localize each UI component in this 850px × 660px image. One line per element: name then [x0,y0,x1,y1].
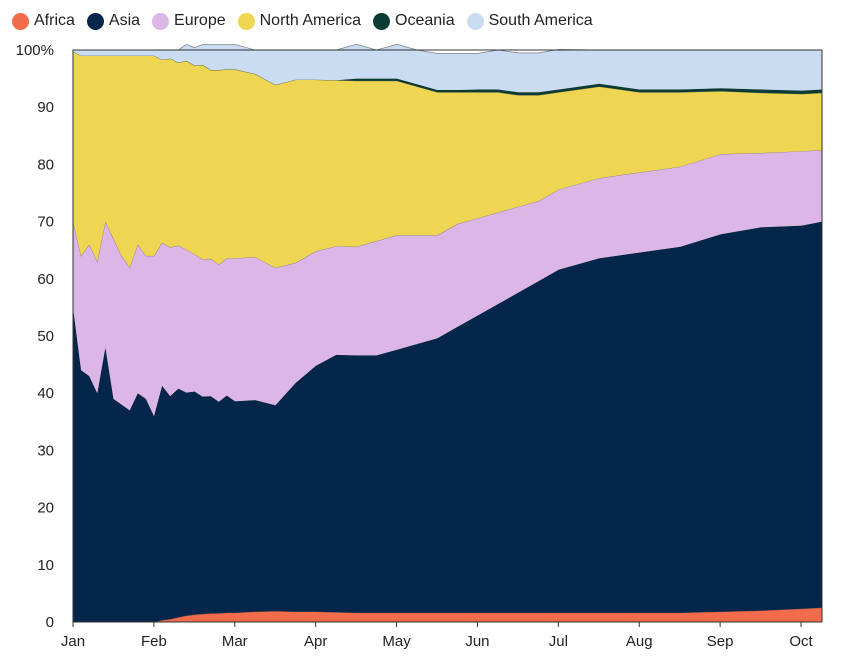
y-tick-label: 100% [16,42,54,59]
x-axis: Jan Feb Mar Apr May Jun Jul Aug Sep Oct [61,622,813,650]
legend-item-north-america: North America [237,12,361,30]
legend-swatch [12,12,29,30]
area-series [72,43,823,623]
area-south-america [73,44,822,93]
x-tick-label: Oct [789,633,813,650]
y-tick-label: 20 [37,500,54,517]
x-tick-label: May [382,633,411,650]
area-europe [73,150,822,417]
x-tick-label: Feb [141,633,167,650]
y-tick-label: 10 [37,557,54,574]
legend-item-oceania: Oceania [373,12,455,30]
plot-frame [72,49,823,623]
legend-item-africa: Africa [12,12,75,30]
legend-label: South America [488,12,593,29]
y-tick-label: 0 [46,614,54,631]
area-north-america [73,51,822,268]
legend-label: North America [259,12,361,29]
chart-legend: Africa Asia Europe North America Oceania Sout… [12,12,593,30]
legend-label: Africa [34,12,75,29]
y-axis: 0 10 20 30 40 50 60 70 80 90 100% [16,42,54,631]
legend-label: Europe [174,12,226,29]
x-tick-label: Apr [304,633,327,650]
legend-swatch [237,12,255,30]
x-tick-label: Aug [626,633,653,650]
legend-swatch [86,12,104,30]
y-tick-label: 40 [37,385,54,402]
legend-label: Asia [108,12,141,29]
y-tick-label: 60 [37,271,54,288]
area-africa [73,607,822,622]
legend-item-europe: Europe [152,12,226,30]
x-tick-label: Jul [549,633,568,650]
y-tick-label: 30 [37,442,54,459]
area-asia [73,221,822,622]
legend-swatch [152,12,170,30]
legend-swatch [466,12,484,30]
x-tick-label: Jan [61,633,85,650]
area-oceania [73,51,822,96]
legend-item-south-america: South America [466,12,593,30]
y-tick-label: 80 [37,156,54,173]
legend-item-asia: Asia [86,12,141,30]
legend-swatch [373,12,390,30]
y-tick-label: 70 [37,214,54,231]
y-tick-label: 50 [37,328,54,345]
y-tick-label: 90 [37,99,54,116]
area-edge-europe [72,149,823,269]
legend-label: Oceania [395,12,455,29]
x-tick-label: Mar [222,633,248,650]
x-tick-label: Sep [707,633,734,650]
x-tick-label: Jun [465,633,489,650]
